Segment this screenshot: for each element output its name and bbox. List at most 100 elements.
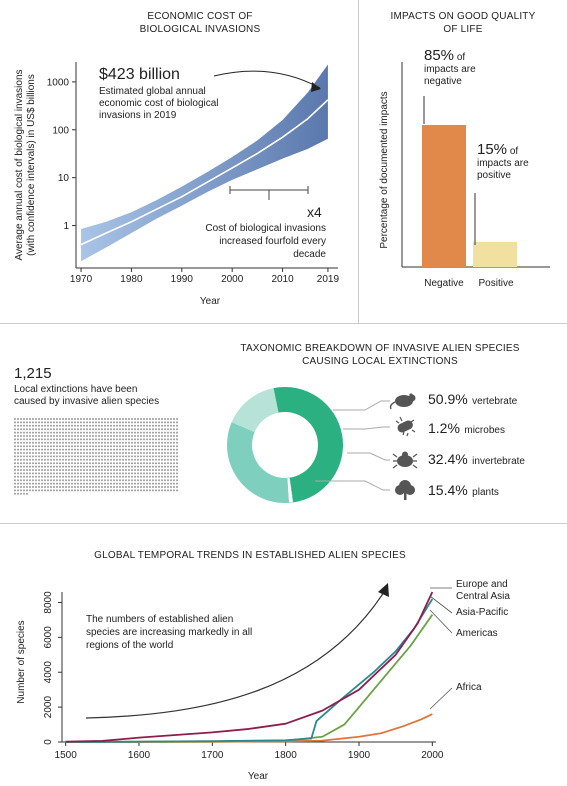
extinction-dot (65, 435, 67, 437)
extinction-dot (137, 486, 139, 488)
extinction-dot (68, 424, 70, 427)
extinction-dot (164, 452, 166, 454)
extinction-dot (44, 428, 46, 431)
extinction-dot (128, 438, 130, 441)
extinction-dot (71, 448, 73, 451)
extinction-dot (59, 418, 61, 420)
extinction-dot (134, 482, 136, 485)
extinction-dot (41, 448, 43, 451)
extinction-dot (53, 452, 55, 454)
trends-x-tick-label: 1700 (201, 750, 224, 761)
extinction-dot (164, 445, 166, 448)
extinction-dot (95, 475, 97, 478)
extinction-dot (74, 475, 76, 478)
extinction-dot (53, 438, 55, 441)
extinction-dot (50, 479, 52, 482)
extinction-dot (122, 441, 124, 444)
extinction-dot (137, 441, 139, 444)
extinction-dot (158, 431, 160, 434)
extinction-dot (167, 479, 169, 482)
extinction-dot (173, 479, 175, 482)
extinction-dot (143, 479, 145, 482)
extinction-dot (47, 489, 49, 492)
extinction-dot (17, 472, 19, 475)
extinction-dot (68, 462, 70, 465)
extinction-dot (128, 462, 130, 465)
extinction-dot (131, 465, 133, 468)
extinction-dot (104, 428, 106, 431)
extinction-dot (164, 441, 166, 444)
extinction-dot (47, 455, 49, 458)
extinction-dot (95, 458, 97, 461)
extinction-dot (98, 428, 100, 431)
extinction-dot (89, 431, 91, 434)
microbe-icon (395, 416, 416, 437)
extinction-dot (98, 424, 100, 427)
extinction-dot (134, 475, 136, 478)
extinction-dot (164, 428, 166, 431)
extinction-dot (158, 479, 160, 482)
extinction-dot (134, 421, 136, 424)
extinction-dot (137, 438, 139, 441)
extinction-dot (68, 472, 70, 475)
extinction-dot (98, 462, 100, 465)
extinction-dot (110, 435, 112, 437)
extinction-dot (14, 455, 16, 458)
extinction-dot (122, 445, 124, 448)
extinction-dot (95, 445, 97, 448)
extinction-dot (35, 489, 37, 492)
extinction-dot (53, 465, 55, 468)
extinction-dot (74, 472, 76, 475)
extinction-dot (161, 455, 163, 458)
extinction-dot (35, 424, 37, 427)
extinction-dot (125, 435, 127, 437)
extinction-dot (74, 458, 76, 461)
extinction-dot (98, 431, 100, 434)
extinction-dot (152, 441, 154, 444)
extinction-dot (47, 431, 49, 434)
extinction-dot (74, 418, 76, 420)
extinction-dot (101, 448, 103, 451)
extinction-dot (65, 421, 67, 424)
extinction-dot (68, 458, 70, 461)
extinction-dot (59, 489, 61, 492)
extinction-dot (17, 424, 19, 427)
impacts-ylabel: Percentage of documented impacts (379, 91, 390, 248)
extinction-dot (104, 438, 106, 441)
extinction-dot (77, 486, 79, 488)
extinction-dot (125, 438, 127, 441)
extinction-dot (41, 465, 43, 468)
extinction-dot (152, 438, 154, 441)
extinction-dot (77, 441, 79, 444)
extinction-dot (20, 424, 22, 427)
extinction-dot (167, 424, 169, 427)
extinction-dot (53, 475, 55, 478)
extinction-dot (50, 462, 52, 465)
extinction-dot (161, 465, 163, 468)
cost-xlabel: Year (200, 296, 221, 307)
extinction-dot (56, 455, 58, 458)
extinction-dot (152, 489, 154, 492)
extinction-dot (29, 482, 31, 485)
extinction-dot (140, 418, 142, 420)
extinction-dot (146, 438, 148, 441)
donut-slice-plants (231, 388, 279, 433)
extinction-dot (68, 475, 70, 478)
extinction-dot (92, 469, 94, 471)
extinction-dot (38, 448, 40, 451)
extinction-dot (68, 469, 70, 471)
extinction-dot (116, 455, 118, 458)
extinction-dot (116, 458, 118, 461)
extinction-dot (113, 489, 115, 492)
extinction-dot (125, 452, 127, 454)
extinction-dot (104, 475, 106, 478)
extinction-dot (149, 486, 151, 488)
extinction-dot (20, 465, 22, 468)
extinction-dot (14, 452, 16, 454)
extinction-dot (62, 469, 64, 471)
extinction-dot (167, 431, 169, 434)
extinction-dot (122, 482, 124, 485)
extinction-dot (113, 452, 115, 454)
extinction-dot (38, 418, 40, 420)
extinction-dot (122, 475, 124, 478)
